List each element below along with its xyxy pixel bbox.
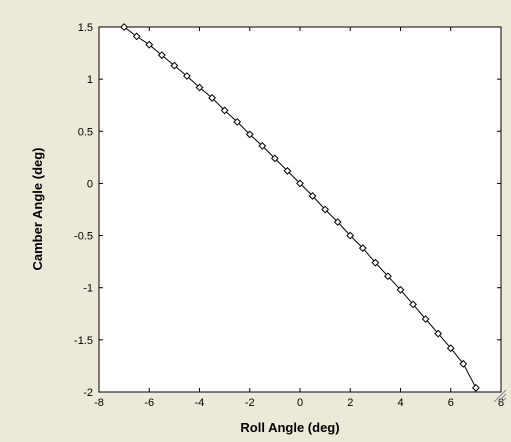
data-point-marker: [471, 383, 480, 392]
data-point-marker: [396, 285, 405, 294]
data-point-marker: [132, 32, 141, 41]
y-axis-label: Camber Angle (deg): [30, 147, 45, 270]
data-point-marker: [358, 244, 367, 252]
data-point-marker: [195, 83, 204, 92]
y-tick-label: -2: [83, 387, 93, 399]
resize-grip-icon[interactable]: [493, 389, 507, 403]
data-point-marker: [270, 154, 279, 163]
x-tick-label: 4: [397, 397, 403, 409]
y-tick-label: 0.5: [78, 126, 93, 138]
data-point-marker: [321, 205, 330, 214]
x-axis-label: Roll Angle (deg): [240, 420, 339, 435]
data-point-marker: [157, 51, 166, 60]
data-point-marker: [245, 130, 254, 139]
data-point-marker: [120, 23, 129, 31]
data-point-marker: [346, 231, 355, 240]
y-tick-label: 1.5: [78, 22, 93, 34]
data-point-marker: [459, 359, 468, 368]
data-point-marker: [208, 94, 216, 102]
data-point-marker: [371, 258, 380, 267]
data-point-marker: [409, 300, 417, 309]
data-point-marker: [446, 344, 455, 353]
x-axis-ticks: -8 -6 -4 -2 0 2 4 6 8: [94, 27, 504, 409]
y-tick-label: -1.5: [74, 335, 93, 347]
x-tick-label: 6: [448, 397, 454, 409]
data-point-marker: [258, 141, 267, 150]
y-tick-label: 0: [87, 178, 93, 190]
x-tick-label: -6: [144, 397, 154, 409]
data-point-marker: [233, 117, 242, 126]
x-tick-label: -4: [195, 397, 205, 409]
x-tick-label: 0: [297, 397, 303, 409]
x-tick-label: -8: [94, 397, 104, 409]
y-axis-ticks: 1.5 1 0.5 0 -0.5 -1 -1.5 -2: [74, 22, 501, 399]
data-point-marker: [333, 218, 342, 226]
data-series: [120, 23, 480, 392]
y-tick-label: -1: [83, 283, 93, 295]
x-tick-label: -2: [245, 397, 255, 409]
data-point-marker: [220, 106, 229, 115]
data-point-marker: [308, 192, 317, 200]
data-point-marker: [421, 315, 430, 323]
data-point-marker: [170, 61, 179, 70]
data-point-marker: [296, 179, 304, 188]
y-tick-label: 1: [87, 74, 93, 86]
plot-area: [98, 26, 502, 393]
data-point-marker: [145, 40, 154, 49]
data-point-marker: [283, 167, 292, 175]
x-tick-label: 8: [498, 397, 504, 409]
data-point-marker: [384, 272, 392, 281]
x-tick-label: 2: [347, 397, 353, 409]
y-tick-label: -0.5: [74, 231, 93, 243]
data-point-marker: [434, 329, 443, 338]
data-point-marker: [183, 72, 191, 80]
